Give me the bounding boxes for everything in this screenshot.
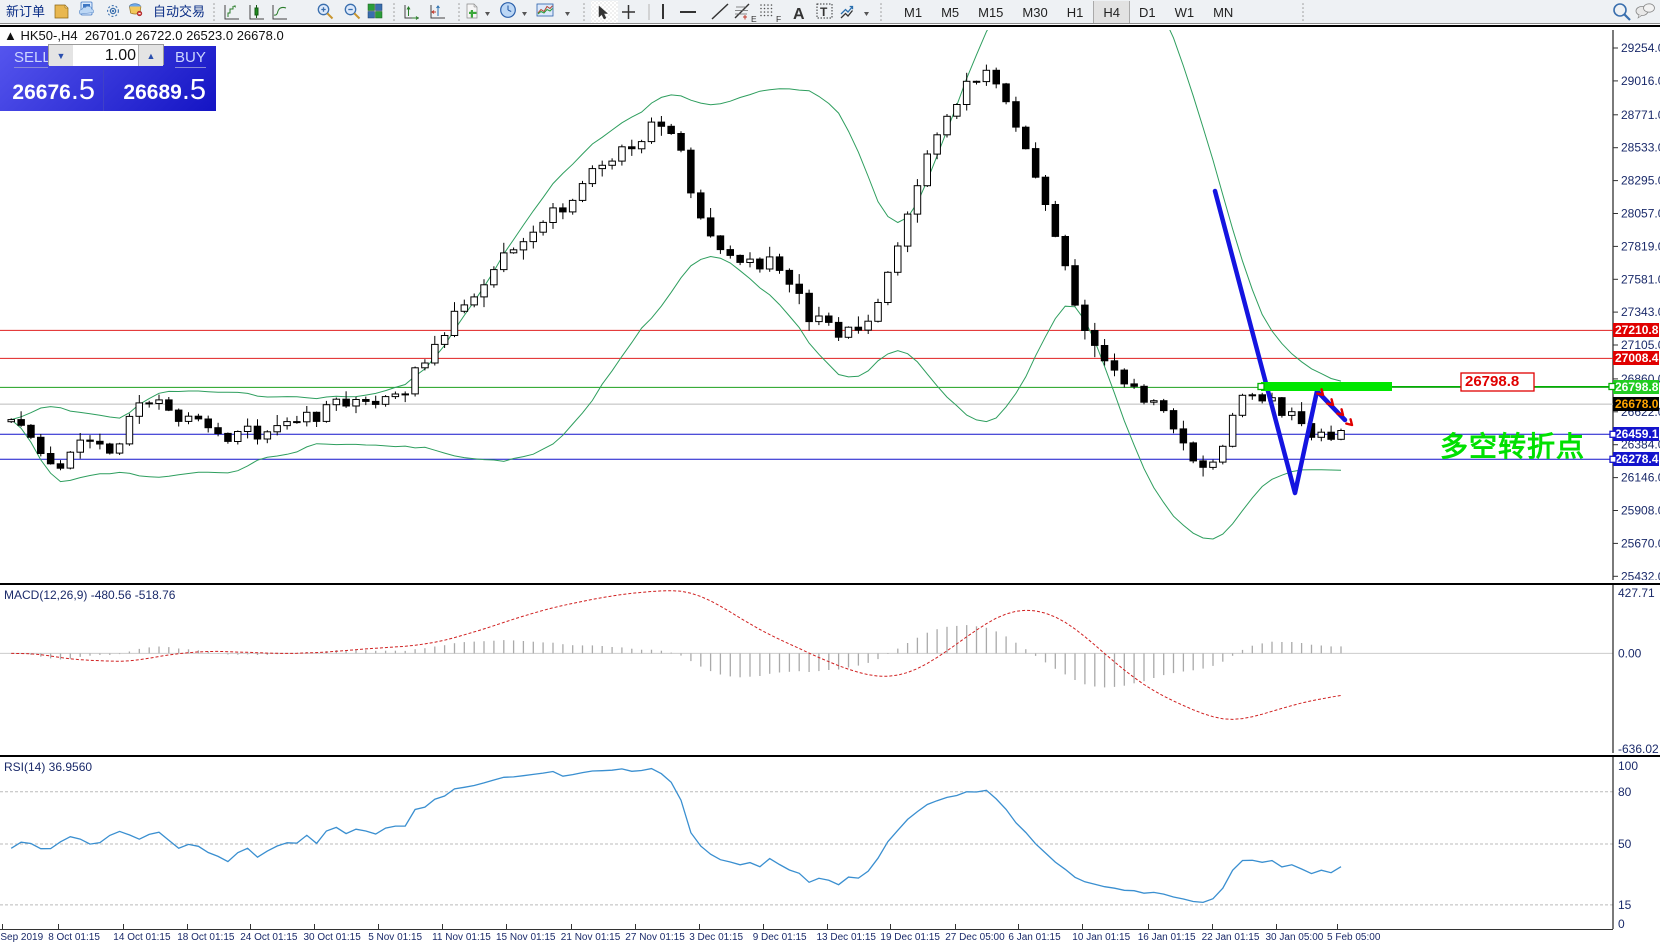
svg-text:100: 100 bbox=[1618, 759, 1638, 773]
svg-text:80: 80 bbox=[1618, 785, 1632, 799]
svg-text:28295.0: 28295.0 bbox=[1621, 174, 1660, 188]
svg-text:427.71: 427.71 bbox=[1618, 586, 1655, 600]
svg-text:27105.0: 27105.0 bbox=[1621, 338, 1660, 352]
svg-text:0.00: 0.00 bbox=[1618, 646, 1642, 660]
svg-text:MACD(12,26,9) -480.56 -518.76: MACD(12,26,9) -480.56 -518.76 bbox=[4, 588, 176, 602]
svg-text:28057.0: 28057.0 bbox=[1621, 207, 1660, 221]
svg-text:-636.02: -636.02 bbox=[1618, 742, 1659, 753]
svg-text:27343.0: 27343.0 bbox=[1621, 305, 1660, 319]
svg-text:26384.0: 26384.0 bbox=[1621, 438, 1660, 452]
svg-text:28533.0: 28533.0 bbox=[1621, 141, 1660, 155]
svg-text:27819.0: 27819.0 bbox=[1621, 239, 1660, 253]
svg-text:0: 0 bbox=[1618, 917, 1625, 929]
svg-text:26860.0: 26860.0 bbox=[1621, 372, 1660, 386]
svg-text:26622.0: 26622.0 bbox=[1621, 405, 1660, 419]
svg-text:28771.0: 28771.0 bbox=[1621, 108, 1660, 122]
svg-text:26146.0: 26146.0 bbox=[1621, 471, 1660, 485]
svg-text:25908.0: 25908.0 bbox=[1621, 504, 1660, 518]
svg-text:25670.0: 25670.0 bbox=[1621, 536, 1660, 550]
svg-text:50: 50 bbox=[1618, 837, 1632, 851]
svg-text:25432.0: 25432.0 bbox=[1621, 569, 1660, 580]
svg-text:29254.0: 29254.0 bbox=[1621, 41, 1660, 55]
svg-text:15: 15 bbox=[1618, 898, 1632, 912]
svg-text:27581.0: 27581.0 bbox=[1621, 272, 1660, 286]
svg-text:RSI(14) 36.9560: RSI(14) 36.9560 bbox=[4, 760, 92, 774]
svg-text:29016.0: 29016.0 bbox=[1621, 74, 1660, 88]
